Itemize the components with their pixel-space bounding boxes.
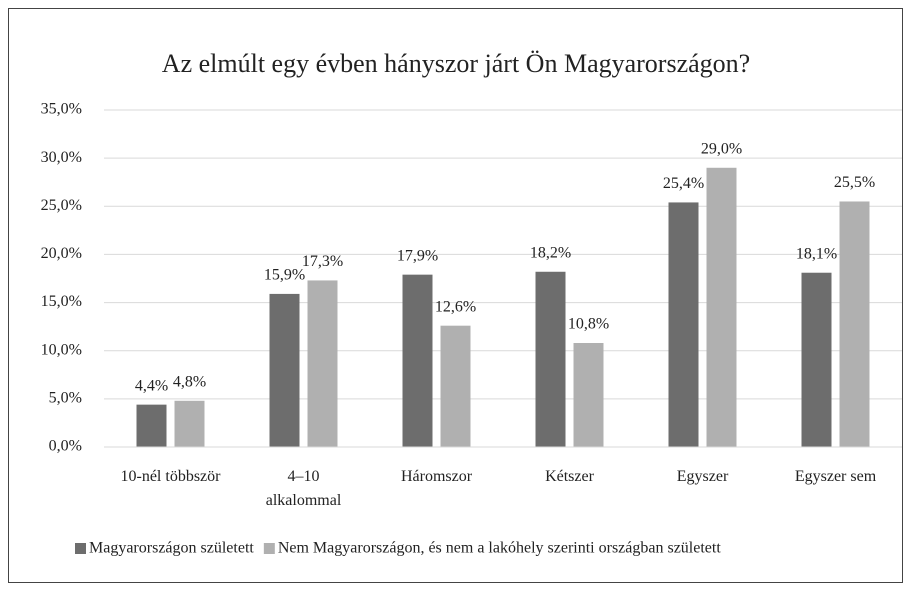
data-label: 18,1% <box>796 245 837 262</box>
y-tick-label: 5,0% <box>49 390 82 407</box>
data-label: 18,2% <box>530 244 571 261</box>
legend-label: Nem Magyarországon, és nem a lakóhely sz… <box>278 540 722 557</box>
y-tick-label: 25,0% <box>41 197 82 214</box>
data-label: 17,3% <box>302 253 343 270</box>
x-tick-label: Egyszer sem <box>795 468 877 485</box>
chart-title: Az elmúlt egy évben hányszor járt Ön Mag… <box>162 49 750 78</box>
bar <box>174 400 205 447</box>
data-label: 10,8% <box>568 316 609 333</box>
y-tick-label: 0,0% <box>49 438 82 455</box>
bar <box>801 272 832 447</box>
data-label: 4,4% <box>135 377 168 394</box>
legend-label: Magyarországon született <box>89 540 254 557</box>
data-label: 29,0% <box>701 140 742 157</box>
data-label: 15,9% <box>264 267 305 284</box>
bar <box>269 293 300 447</box>
bar <box>573 343 604 447</box>
legend-swatch <box>263 543 275 554</box>
data-label: 12,6% <box>435 298 476 315</box>
y-tick-label: 30,0% <box>41 149 82 166</box>
legend-swatch <box>75 543 86 554</box>
data-label: 25,4% <box>663 175 704 192</box>
y-tick-label: 15,0% <box>41 293 82 310</box>
bar <box>440 325 471 447</box>
y-tick-label: 35,0% <box>41 101 82 118</box>
x-tick-label: 10-nél többször <box>121 468 222 485</box>
bar <box>307 280 338 447</box>
bar <box>668 202 699 447</box>
chart-border <box>8 8 903 583</box>
y-tick-label: 10,0% <box>41 341 82 358</box>
bar <box>706 167 737 447</box>
data-label: 17,9% <box>397 247 438 264</box>
bar <box>136 404 167 447</box>
bar <box>839 201 870 447</box>
data-label: 25,5% <box>834 174 875 191</box>
x-tick-label: 4–10 alkalommal <box>266 468 342 509</box>
x-tick-label: Egyszer <box>677 468 729 485</box>
x-tick-label: Kétszer <box>545 468 595 485</box>
y-tick-label: 20,0% <box>41 245 82 262</box>
bar <box>402 274 433 447</box>
data-label: 4,8% <box>173 373 206 390</box>
x-tick-label: Háromszor <box>401 468 473 485</box>
bar <box>535 271 566 447</box>
